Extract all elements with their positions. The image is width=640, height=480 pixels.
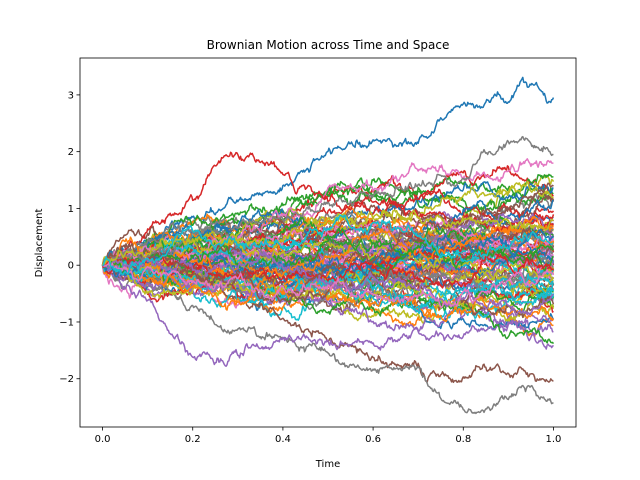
series-line-78 xyxy=(101,257,555,322)
series-line-92 xyxy=(102,227,554,275)
series-line-98 xyxy=(101,209,554,266)
series-line-99 xyxy=(102,214,554,276)
series-line-69 xyxy=(101,233,555,298)
y-tick-label: 1 xyxy=(68,204,74,215)
x-axis: 0.0 0.2 0.4 0.6 0.8 1.0 xyxy=(95,427,562,445)
y-tick-label: −2 xyxy=(59,374,74,385)
plot-frame xyxy=(79,57,577,428)
y-tick-label: 0 xyxy=(68,261,74,272)
series-line-37 xyxy=(101,261,554,415)
x-tick-label: 0.4 xyxy=(275,434,291,445)
x-tick-label: 0.8 xyxy=(455,434,471,445)
x-tick-label: 0.2 xyxy=(185,434,201,445)
series-line-32 xyxy=(102,184,554,267)
x-tick-label: 0.6 xyxy=(365,434,381,445)
series-line-94 xyxy=(101,251,554,317)
series-line-41 xyxy=(102,236,554,306)
series-line-97 xyxy=(102,135,554,267)
series-line-95 xyxy=(101,182,554,303)
x-tick-label: 0.0 xyxy=(95,434,111,445)
y-tick-label: −1 xyxy=(59,317,74,328)
y-axis-label: Displacement xyxy=(34,209,45,278)
y-axis: −2 −1 0 1 2 3 xyxy=(59,90,80,385)
chart-title: Brownian Motion across Time and Space xyxy=(207,38,450,52)
series-line-54 xyxy=(101,264,554,367)
y-tick-label: 3 xyxy=(68,90,74,101)
x-tick-label: 1.0 xyxy=(546,434,562,445)
series-line-91 xyxy=(101,215,554,278)
y-tick-label: 2 xyxy=(68,147,74,158)
series-line-96 xyxy=(102,262,555,308)
series-lines xyxy=(101,76,555,415)
x-axis-label: Time xyxy=(315,459,340,470)
